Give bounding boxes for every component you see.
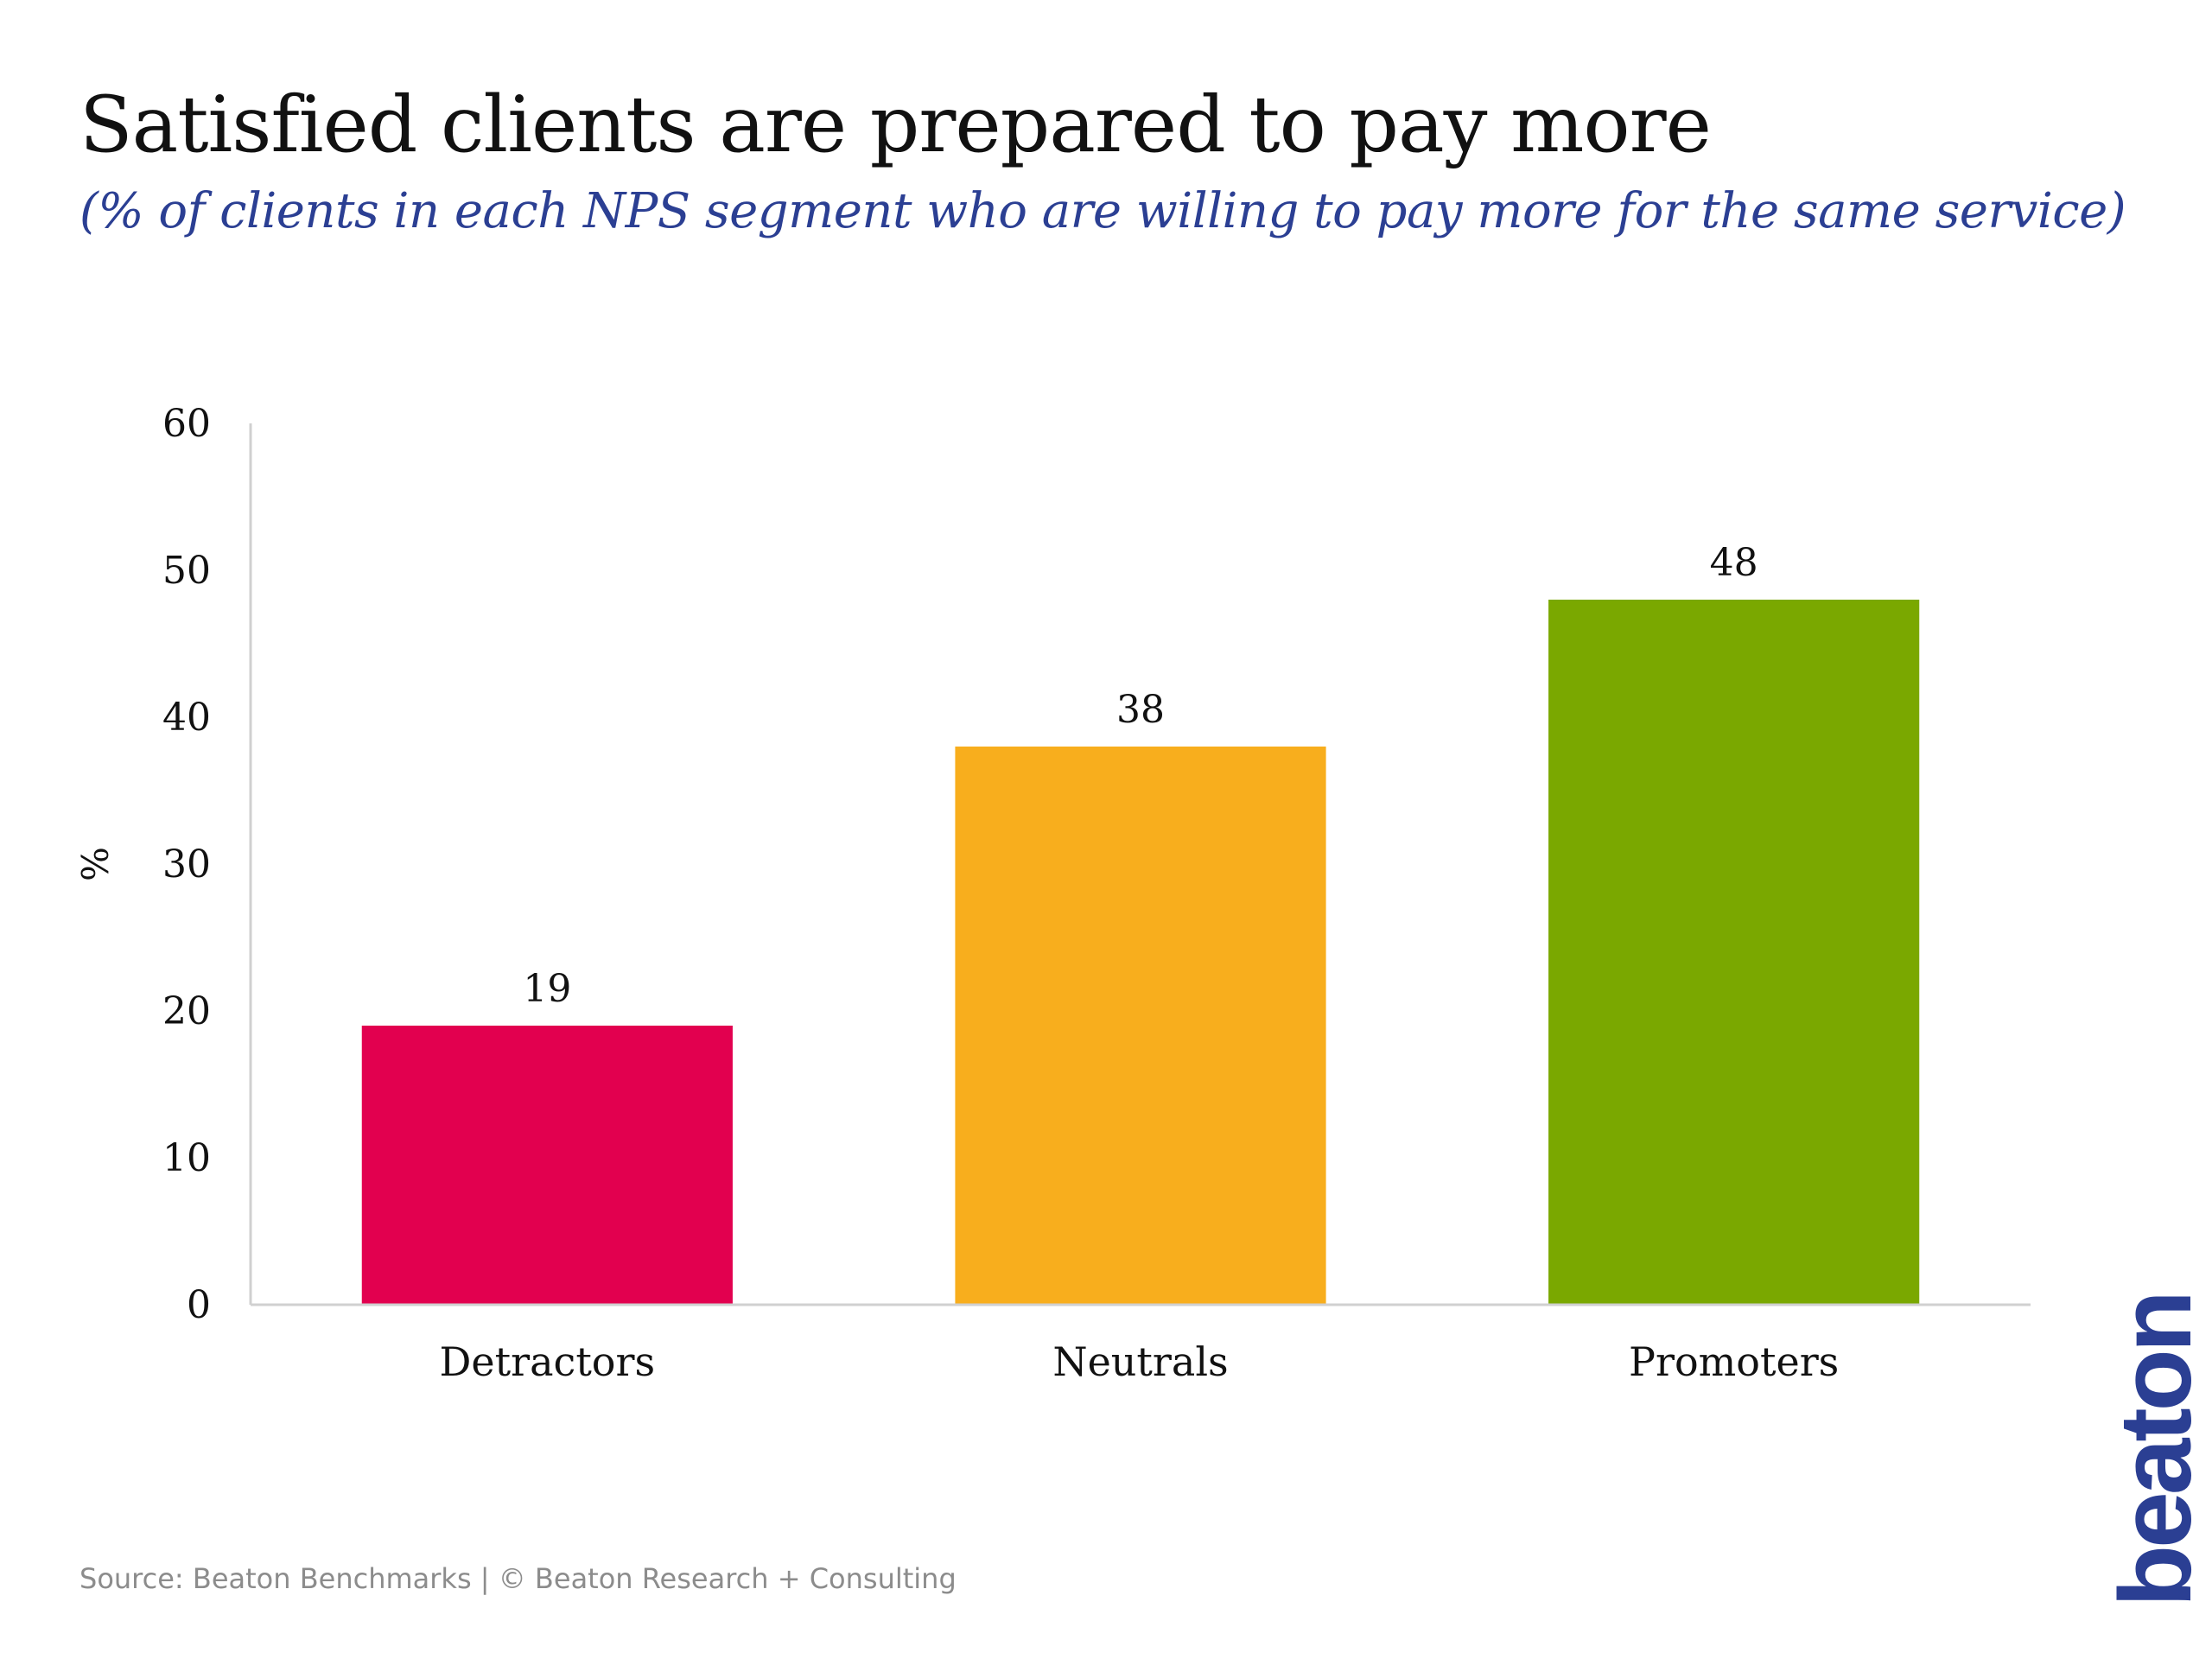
bar-detractors [361,1026,733,1305]
category-labels: Detractors Neutrals Promoters [440,1338,1840,1385]
y-tick-label: 50 [162,549,211,593]
bar-neutrals [955,747,1326,1305]
logo-text: beaton [2104,1294,2199,1607]
chart-subtitle: (% of clients in each NPS segment who ar… [79,183,2126,239]
beaton-logo: beaton [2104,1294,2199,1607]
y-axis-title: % [74,847,117,881]
category-label-promoters: Promoters [1629,1338,1839,1385]
y-tick-label: 10 [162,1136,211,1180]
y-tick-label: 30 [162,842,211,887]
data-label-promoters: 48 [1710,541,1758,585]
bars [361,600,1920,1305]
y-tick-label: 20 [162,989,211,1033]
category-label-neutrals: Neutrals [1052,1338,1228,1385]
data-label-neutrals: 38 [1116,688,1165,732]
data-labels: 19 38 48 [523,541,1758,1011]
y-tick-label: 40 [162,696,211,740]
bar-promoters [1548,600,1920,1305]
y-axis-ticks: 0 10 20 30 40 50 60 [162,402,211,1327]
y-tick-label: 60 [162,402,211,446]
category-label-detractors: Detractors [440,1338,656,1385]
data-label-detractors: 19 [523,967,571,1011]
source-note: Source: Beaton Benchmarks | © Beaton Res… [79,1562,957,1595]
chart-title: Satisfied clients are prepared to pay mo… [79,79,1712,170]
y-tick-label: 0 [187,1283,211,1327]
